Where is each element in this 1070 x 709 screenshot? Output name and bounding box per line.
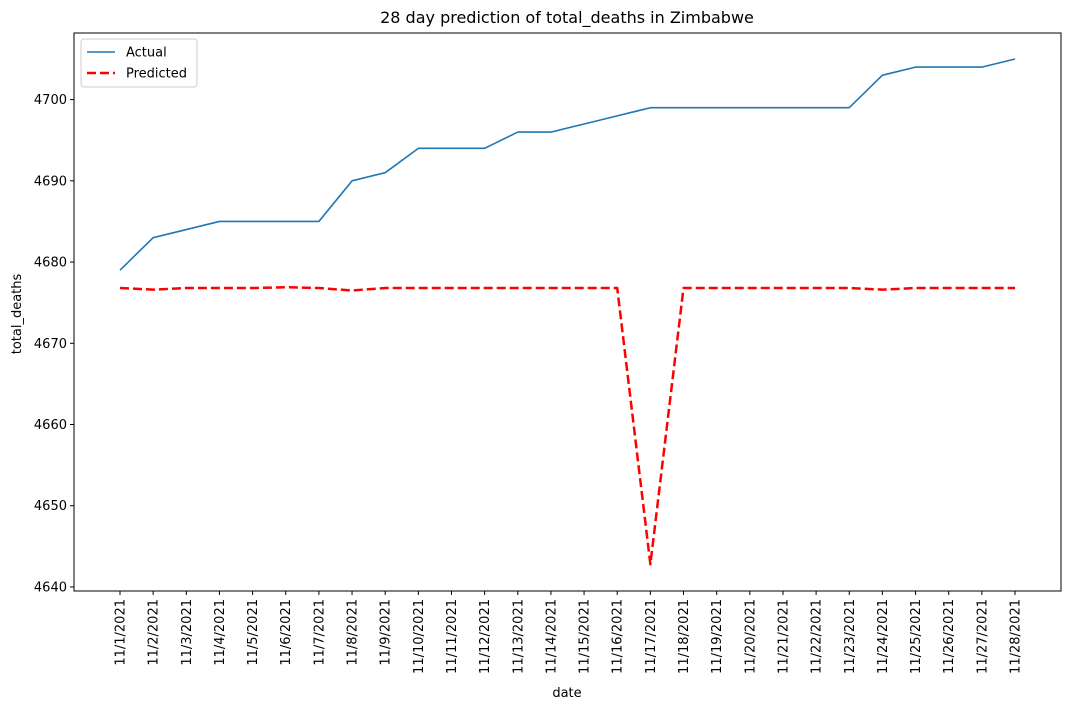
y-axis-label: total_deaths <box>10 274 25 355</box>
y-tick-label: 4660 <box>34 418 67 433</box>
x-axis-label: date <box>552 686 581 701</box>
x-tick-label: 11/23/2021 <box>843 599 858 674</box>
x-tick-label: 11/16/2021 <box>611 599 626 674</box>
series-predicted-line <box>119 285 1015 566</box>
plot-frame <box>73 32 1062 592</box>
x-tick-label: 11/2/2021 <box>147 599 162 666</box>
x-tick-label: 11/4/2021 <box>213 599 228 666</box>
y-tick-label: 4670 <box>34 337 67 352</box>
x-tick-label: 11/25/2021 <box>909 599 924 674</box>
x-tick-label: 11/3/2021 <box>180 599 195 666</box>
x-tick-label: 11/17/2021 <box>644 599 659 674</box>
y-tick-label: 4680 <box>34 256 67 271</box>
chart-title: 28 day prediction of total_deaths in Zim… <box>380 8 754 28</box>
legend-label-predicted: Predicted <box>126 67 187 82</box>
y-tick-label: 4640 <box>34 580 67 595</box>
x-tick-label: 11/19/2021 <box>710 599 725 674</box>
x-tick-label: 11/6/2021 <box>279 599 294 666</box>
x-tick-label: 11/14/2021 <box>544 599 559 674</box>
x-tick-label: 11/7/2021 <box>312 599 327 666</box>
x-tick-label: 11/15/2021 <box>578 599 593 674</box>
x-tick-label: 11/12/2021 <box>478 599 493 674</box>
plot-area: 4640 4650 4660 4670 4680 4690 4700 11/1/2021 11/… <box>34 32 1062 674</box>
x-tick-label: 11/5/2021 <box>246 599 261 666</box>
x-tick-label: 11/22/2021 <box>810 599 825 674</box>
legend: Actual Predicted <box>80 38 198 88</box>
x-tick-label: 11/18/2021 <box>677 599 692 674</box>
y-tick-label: 4700 <box>34 93 67 108</box>
y-tick-label: 4650 <box>34 499 67 514</box>
legend-label-actual: Actual <box>126 46 167 61</box>
x-tick-label: 11/21/2021 <box>776 599 791 674</box>
x-tick-label: 11/26/2021 <box>942 599 957 674</box>
x-tick-label: 11/24/2021 <box>876 599 891 674</box>
x-tick-label: 11/1/2021 <box>114 599 129 666</box>
x-tick-label: 11/9/2021 <box>379 599 394 666</box>
x-tick-label: 11/13/2021 <box>511 599 526 674</box>
x-tick-label: 11/8/2021 <box>346 599 361 666</box>
x-tick-label: 11/20/2021 <box>743 599 758 674</box>
x-tick-label: 11/28/2021 <box>1009 599 1024 674</box>
x-tick-label: 11/10/2021 <box>412 599 427 674</box>
x-tick-label: 11/27/2021 <box>975 599 990 674</box>
y-tick-label: 4690 <box>34 174 67 189</box>
legend-box <box>80 38 198 88</box>
x-tick-label: 11/11/2021 <box>445 599 460 674</box>
series-actual-line <box>119 58 1016 271</box>
